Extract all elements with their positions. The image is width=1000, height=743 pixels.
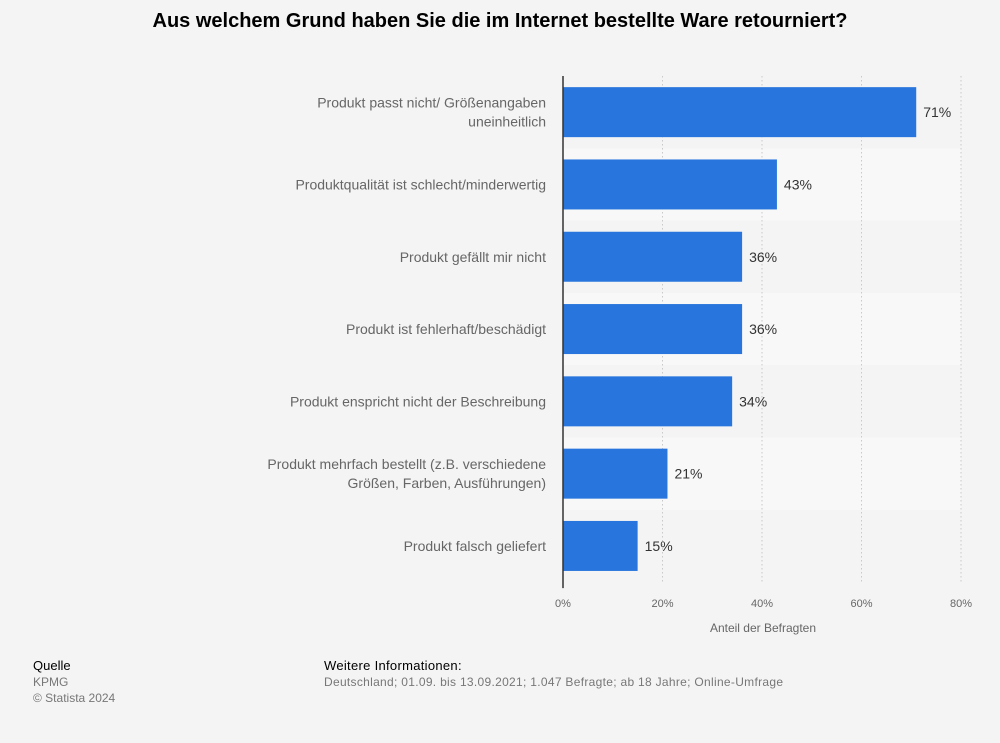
info-heading: Weitere Informationen:: [324, 658, 462, 673]
category-label: Größen, Farben, Ausführungen): [348, 475, 546, 491]
x-tick-label: 40%: [751, 598, 773, 610]
value-label: 34%: [739, 393, 767, 409]
category-label: Produktqualität ist schlecht/minderwerti…: [295, 176, 546, 192]
category-label: Produkt mehrfach bestellt (z.B. verschie…: [267, 456, 546, 472]
bar: [563, 159, 777, 210]
value-label: 21%: [674, 466, 702, 482]
copyright: © Statista 2024: [33, 691, 116, 705]
category-label: Produkt enspricht nicht der Beschreibung: [290, 393, 546, 409]
value-label: 15%: [645, 538, 673, 554]
x-tick-label: 60%: [850, 598, 872, 610]
source-name[interactable]: KPMG: [33, 675, 69, 689]
category-label: uneinheitlich: [468, 114, 546, 130]
source-block: Quelle KPMG © Statista 2024: [33, 658, 115, 706]
x-axis-title: Anteil der Befragten: [710, 621, 816, 635]
bar: [563, 520, 638, 571]
info-text: Deutschland; 01.09. bis 13.09.2021; 1.04…: [324, 675, 784, 689]
bar: [563, 231, 743, 282]
category-label: Produkt falsch geliefert: [404, 538, 547, 554]
category-label: Produkt passt nicht/ Größenangaben: [317, 95, 546, 111]
bar: [563, 376, 733, 427]
chart-title: Aus welchem Grund haben Sie die im Inter…: [152, 10, 848, 32]
info-block: Weitere Informationen: Deutschland; 01.0…: [324, 658, 783, 690]
category-label: Produkt ist fehlerhaft/beschädigt: [346, 321, 546, 337]
source-heading: Quelle: [33, 658, 71, 673]
value-label: 71%: [923, 104, 951, 120]
x-tick-label: 0%: [555, 598, 571, 610]
value-label: 43%: [784, 176, 812, 192]
bar: [563, 448, 668, 499]
bar: [563, 87, 917, 138]
x-tick-label: 20%: [651, 598, 673, 610]
category-label: Produkt gefällt mir nicht: [400, 249, 546, 265]
x-tick-label: 80%: [950, 598, 972, 610]
value-label: 36%: [749, 321, 777, 337]
value-label: 36%: [749, 249, 777, 265]
bar: [563, 304, 743, 355]
